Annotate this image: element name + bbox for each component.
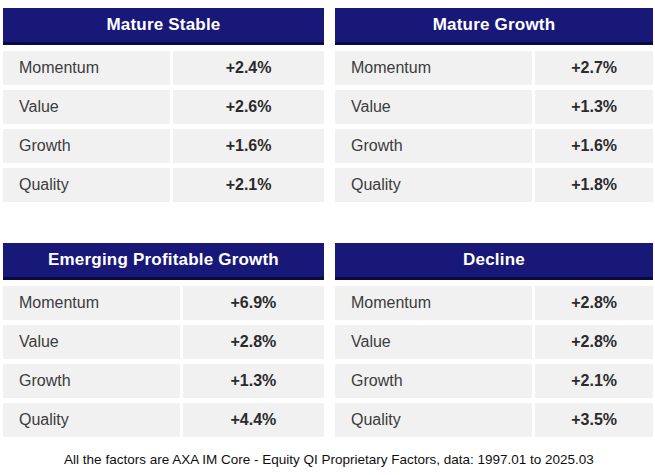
factor-label: Momentum: [335, 286, 535, 320]
source-caption: All the factors are AXA IM Core - Equity…: [3, 452, 655, 467]
table-mature-stable: Mature Stable Momentum +2.4% Value +2.6%…: [3, 8, 324, 202]
table-row: Quality +1.8%: [335, 168, 653, 202]
content-wrap: Mature Stable Momentum +2.4% Value +2.6%…: [0, 0, 655, 467]
factor-label: Value: [335, 90, 535, 124]
table-decline: Decline Momentum +2.8% Value +2.8% Growt…: [335, 243, 653, 437]
factor-label: Growth: [335, 364, 535, 398]
factor-value: +1.3%: [535, 90, 653, 124]
factor-value: +1.6%: [535, 129, 653, 163]
factor-value: +2.8%: [535, 286, 653, 320]
factor-value: +2.6%: [173, 90, 324, 124]
factor-label: Momentum: [3, 51, 173, 85]
table-row: Quality +2.1%: [3, 168, 324, 202]
factor-label: Quality: [335, 168, 535, 202]
factor-tables-figure: Mature Stable Momentum +2.4% Value +2.6%…: [0, 0, 655, 475]
table-row: Value +2.8%: [3, 325, 324, 359]
table-title: Emerging Profitable Growth: [3, 243, 324, 280]
factor-label: Growth: [335, 129, 535, 163]
factor-label: Momentum: [3, 286, 183, 320]
table-row: Momentum +2.8%: [335, 286, 653, 320]
factor-label: Momentum: [335, 51, 535, 85]
table-row: Growth +1.3%: [3, 364, 324, 398]
factor-value: +3.5%: [535, 403, 653, 437]
table-row: Value +1.3%: [335, 90, 653, 124]
factor-value: +2.1%: [535, 364, 653, 398]
factor-value: +2.4%: [173, 51, 324, 85]
table-emerging-profitable-growth: Emerging Profitable Growth Momentum +6.9…: [3, 243, 324, 437]
factor-label: Value: [3, 90, 173, 124]
table-row: Momentum +6.9%: [3, 286, 324, 320]
table-row: Growth +1.6%: [335, 129, 653, 163]
factor-value: +2.8%: [535, 325, 653, 359]
table-row: Growth +2.1%: [335, 364, 653, 398]
table-row: Growth +1.6%: [3, 129, 324, 163]
factor-value: +6.9%: [183, 286, 324, 320]
factor-value: +1.6%: [173, 129, 324, 163]
table-row: Quality +4.4%: [3, 403, 324, 437]
factor-label: Value: [3, 325, 183, 359]
factor-value: +4.4%: [183, 403, 324, 437]
factor-label: Value: [335, 325, 535, 359]
factor-value: +2.7%: [535, 51, 653, 85]
table-mature-growth: Mature Growth Momentum +2.7% Value +1.3%…: [335, 8, 653, 202]
table-row: Momentum +2.4%: [3, 51, 324, 85]
table-title: Mature Growth: [335, 8, 653, 45]
factor-label: Growth: [3, 364, 183, 398]
factor-value: +2.8%: [183, 325, 324, 359]
table-row: Quality +3.5%: [335, 403, 653, 437]
table-title: Decline: [335, 243, 653, 280]
factor-label: Growth: [3, 129, 173, 163]
table-row: Momentum +2.7%: [335, 51, 653, 85]
factor-value: +1.3%: [183, 364, 324, 398]
table-row: Value +2.6%: [3, 90, 324, 124]
factor-value: +2.1%: [173, 168, 324, 202]
table-row: Value +2.8%: [335, 325, 653, 359]
factor-label: Quality: [3, 168, 173, 202]
tables-grid: Mature Stable Momentum +2.4% Value +2.6%…: [3, 8, 655, 437]
factor-label: Quality: [3, 403, 183, 437]
table-title: Mature Stable: [3, 8, 324, 45]
factor-value: +1.8%: [535, 168, 653, 202]
factor-label: Quality: [335, 403, 535, 437]
